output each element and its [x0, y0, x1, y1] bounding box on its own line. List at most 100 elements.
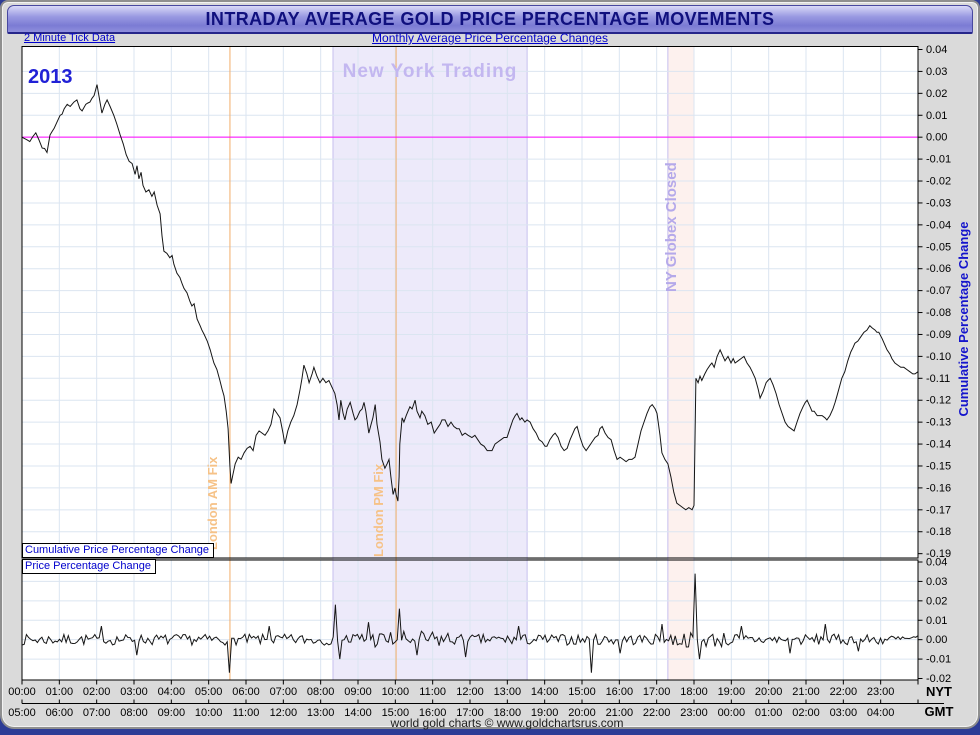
annotations: 2013 New York Trading London AM Fix London … [28, 61, 971, 557]
svg-text:-0.01: -0.01 [926, 654, 951, 666]
tick-series-line [21, 573, 919, 673]
main-panel-border [21, 46, 919, 559]
svg-text:21:00: 21:00 [606, 707, 634, 719]
globex-closed-band [667, 46, 695, 680]
svg-text:13:00: 13:00 [307, 707, 335, 719]
svg-text:20:00: 20:00 [568, 707, 596, 719]
svg-text:10:00: 10:00 [382, 686, 410, 698]
svg-text:0.04: 0.04 [926, 557, 947, 569]
svg-text:0.03: 0.03 [926, 576, 947, 588]
nyt-axis-label: NYT [926, 684, 952, 699]
globex-closed-label: NY Globex Closed [663, 162, 680, 292]
svg-text:20:00: 20:00 [755, 686, 783, 698]
svg-text:23:00: 23:00 [867, 686, 895, 698]
svg-text:-0.06: -0.06 [926, 263, 951, 275]
svg-text:23:00: 23:00 [680, 707, 708, 719]
svg-text:-0.16: -0.16 [926, 482, 951, 494]
svg-text:02:00: 02:00 [792, 707, 820, 719]
tick-panel-label: Price Percentage Change [22, 559, 156, 574]
svg-text:03:00: 03:00 [830, 707, 858, 719]
svg-text:-0.05: -0.05 [926, 241, 951, 253]
svg-text:0.02: 0.02 [926, 88, 947, 100]
tick-data-label: 2 Minute Tick Data [24, 32, 116, 44]
svg-text:00:00: 00:00 [718, 707, 746, 719]
page-title: INTRADAY AVERAGE GOLD PRICE PERCENTAGE M… [205, 8, 775, 29]
svg-text:-0.08: -0.08 [926, 307, 951, 319]
svg-text:-0.09: -0.09 [926, 329, 951, 341]
svg-text:16:00: 16:00 [419, 707, 447, 719]
svg-text:11:00: 11:00 [419, 686, 446, 698]
svg-text:-0.11: -0.11 [926, 373, 950, 385]
london-am-fix-label: London AM Fix [205, 456, 220, 550]
x-axis: 00:00 01:00 02:00 03:00 04:00 05:00 06:00 07:00… [8, 680, 944, 719]
svg-text:0.02: 0.02 [926, 595, 947, 607]
svg-text:15:00: 15:00 [568, 686, 596, 698]
svg-text:05:00: 05:00 [8, 707, 36, 719]
svg-text:12:00: 12:00 [270, 707, 298, 719]
svg-text:09:00: 09:00 [344, 686, 372, 698]
cumulative-series-line [21, 84, 919, 511]
svg-text:0.00: 0.00 [926, 634, 947, 646]
svg-text:-0.18: -0.18 [926, 526, 951, 538]
svg-text:22:00: 22:00 [830, 686, 858, 698]
svg-text:-0.01: -0.01 [926, 154, 951, 166]
svg-text:-0.03: -0.03 [926, 197, 951, 209]
svg-text:-0.02: -0.02 [926, 673, 951, 685]
year-label: 2013 [28, 66, 73, 88]
svg-text:14:00: 14:00 [344, 707, 372, 719]
svg-text:-0.14: -0.14 [926, 439, 951, 451]
grid-lines [22, 46, 918, 680]
window-title-bar: INTRADAY AVERAGE GOLD PRICE PERCENTAGE M… [7, 5, 973, 34]
svg-text:15:00: 15:00 [382, 707, 410, 719]
svg-text:10:00: 10:00 [195, 707, 223, 719]
svg-text:-0.02: -0.02 [926, 176, 951, 188]
svg-text:05:00: 05:00 [195, 686, 223, 698]
svg-text:-0.13: -0.13 [926, 417, 951, 429]
svg-text:-0.10: -0.10 [926, 351, 951, 363]
svg-text:0.01: 0.01 [926, 110, 947, 122]
ny-trading-watermark: New York Trading [343, 61, 518, 82]
gmt-axis-label: GMT [924, 704, 954, 719]
svg-text:06:00: 06:00 [46, 707, 74, 719]
svg-text:22:00: 22:00 [643, 707, 671, 719]
svg-text:-0.19: -0.19 [926, 548, 951, 560]
svg-text:0.04: 0.04 [926, 45, 947, 56]
svg-text:17:00: 17:00 [643, 686, 671, 698]
subtitle-label: Monthly Average Price Percentage Changes [372, 31, 608, 45]
svg-text:07:00: 07:00 [270, 686, 298, 698]
svg-text:04:00: 04:00 [867, 707, 895, 719]
svg-text:-0.07: -0.07 [926, 285, 951, 297]
svg-text:12:00: 12:00 [456, 686, 484, 698]
svg-text:-0.12: -0.12 [926, 395, 951, 407]
svg-text:09:00: 09:00 [158, 707, 186, 719]
svg-text:04:00: 04:00 [158, 686, 186, 698]
svg-text:17:00: 17:00 [456, 707, 484, 719]
svg-text:21:00: 21:00 [792, 686, 820, 698]
svg-text:01:00: 01:00 [46, 686, 74, 698]
svg-text:16:00: 16:00 [606, 686, 634, 698]
cumulative-panel-label: Cumulative Price Percentage Change [22, 543, 215, 558]
svg-text:19:00: 19:00 [531, 707, 559, 719]
svg-text:-0.17: -0.17 [926, 504, 951, 516]
svg-text:19:00: 19:00 [718, 686, 746, 698]
svg-text:18:00: 18:00 [680, 686, 708, 698]
london-pm-fix-label: London PM Fix [371, 463, 386, 557]
chart-canvas: 0.04 0.03 0.02 0.01 0.00 -0.01 -0.02 -0.03 -0.04… [8, 45, 971, 719]
svg-text:07:00: 07:00 [83, 707, 111, 719]
svg-text:0.03: 0.03 [926, 66, 947, 78]
svg-text:08:00: 08:00 [120, 707, 148, 719]
svg-text:18:00: 18:00 [494, 707, 522, 719]
copyright-credit: world gold charts © www.goldchartsrus.co… [390, 716, 624, 730]
svg-text:00:00: 00:00 [8, 686, 36, 698]
svg-text:02:00: 02:00 [83, 686, 111, 698]
svg-text:-0.04: -0.04 [926, 219, 951, 231]
svg-text:11:00: 11:00 [233, 707, 260, 719]
svg-text:08:00: 08:00 [307, 686, 335, 698]
svg-text:03:00: 03:00 [120, 686, 148, 698]
cumulative-axis-title: Cumulative Percentage Change [956, 221, 971, 416]
right-axis: 0.04 0.03 0.02 0.01 0.00 -0.01 -0.02 -0.03 -0.04… [918, 45, 951, 685]
svg-text:13:00: 13:00 [494, 686, 522, 698]
svg-text:06:00: 06:00 [232, 686, 260, 698]
svg-text:14:00: 14:00 [531, 686, 559, 698]
